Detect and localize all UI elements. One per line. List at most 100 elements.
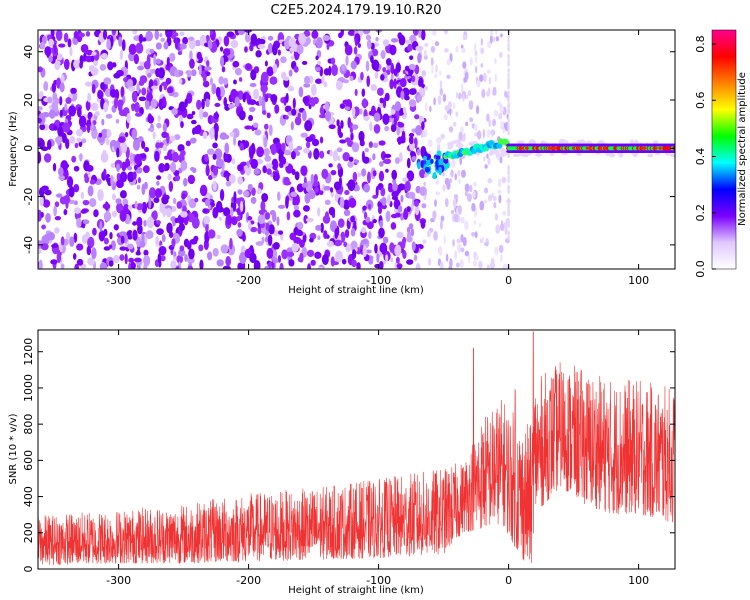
noise-blob: [382, 97, 387, 109]
noise-blob: [38, 209, 43, 222]
noise-blob: [321, 168, 329, 180]
noise-blob: [39, 41, 46, 50]
noise-blob: [85, 31, 91, 37]
noise-blob: [312, 38, 317, 46]
noise-blob: [382, 159, 391, 164]
sparse-blob: [501, 176, 507, 184]
noise-blob: [360, 226, 367, 234]
noise-blob: [191, 69, 197, 77]
sparse-blob: [449, 107, 452, 116]
noise-blob: [237, 189, 243, 195]
noise-blob: [317, 235, 321, 241]
noise-blob: [408, 135, 414, 145]
sparse-blob: [435, 64, 438, 74]
noise-blob: [293, 209, 301, 218]
noise-blob: [233, 79, 237, 85]
sparse-blob: [491, 192, 494, 198]
noise-blob: [332, 150, 339, 162]
noise-blob: [97, 189, 104, 202]
noise-blob: [361, 88, 366, 97]
noise-blob: [358, 130, 365, 142]
noise-blob: [109, 88, 118, 98]
sparse-blob: [500, 253, 503, 263]
sparse-blob: [460, 83, 464, 93]
noise-blob: [154, 30, 160, 40]
noise-blob: [156, 228, 164, 235]
sparse-blob: [450, 209, 455, 215]
noise-blob: [252, 122, 259, 128]
noise-blob: [414, 114, 420, 120]
noise-blob: [264, 94, 269, 103]
noise-blob: [257, 214, 266, 225]
noise-blob: [113, 224, 119, 231]
noise-blob: [131, 103, 135, 112]
noise-blob: [158, 102, 162, 108]
sparse-blob: [462, 34, 468, 41]
noise-blob: [371, 48, 379, 57]
noise-blob: [266, 247, 274, 259]
noise-blob: [50, 259, 58, 265]
noise-blob: [205, 164, 210, 177]
noise-blob: [366, 75, 371, 88]
noise-blob: [134, 201, 138, 209]
noise-blob: [230, 40, 239, 48]
noise-blob: [80, 43, 89, 53]
sparse-blob: [449, 178, 453, 184]
noise-blob: [408, 63, 416, 70]
noise-blob: [180, 149, 186, 157]
noise-blob: [41, 111, 50, 118]
noise-blob: [209, 30, 214, 36]
sparse-blob: [424, 102, 428, 112]
noise-blob: [110, 162, 116, 169]
noise-blob: [403, 209, 409, 220]
noise-blob: [74, 142, 79, 149]
noise-blob: [273, 241, 280, 250]
sparse-blob: [473, 123, 478, 132]
noise-blob: [406, 170, 415, 182]
noise-blob: [350, 215, 356, 223]
sparse-blob: [434, 199, 437, 207]
noise-blob: [232, 60, 240, 68]
noise-blob: [43, 153, 52, 163]
noise-blob: [339, 196, 345, 209]
sparse-blob: [455, 91, 458, 99]
noise-blob: [216, 234, 221, 240]
noise-blob: [100, 152, 109, 163]
noise-blob: [148, 196, 152, 209]
noise-blob: [400, 212, 404, 221]
noise-blob: [71, 155, 77, 163]
snr-frame: [37, 329, 676, 570]
sparse-blob: [492, 86, 497, 96]
sparse-blob: [443, 48, 449, 53]
column-blob: [507, 43, 510, 49]
noise-blob: [387, 184, 394, 193]
noise-blob: [120, 86, 125, 98]
noise-blob: [222, 265, 231, 269]
noise-blob: [415, 45, 424, 52]
sparse-blob: [486, 128, 491, 138]
noise-blob: [41, 185, 49, 192]
column-blob: [507, 189, 510, 195]
noise-blob: [223, 134, 230, 140]
noise-blob: [127, 205, 133, 210]
halo-blob: [653, 140, 659, 144]
noise-blob: [144, 146, 150, 153]
noise-blob: [341, 63, 346, 72]
noise-blob: [389, 44, 397, 56]
noise-blob: [178, 101, 186, 112]
noise-blob: [111, 210, 118, 218]
noise-blob: [368, 141, 374, 149]
noise-blob: [349, 75, 354, 82]
noise-blob: [347, 30, 356, 36]
noise-blob: [330, 187, 334, 193]
noise-blob: [380, 187, 386, 197]
noise-blob: [350, 132, 354, 141]
sparse-blob: [469, 117, 474, 123]
noise-blob: [391, 169, 398, 180]
column-blob: [507, 46, 510, 52]
noise-blob: [132, 139, 141, 151]
noise-blob: [186, 113, 194, 120]
noise-blob: [38, 66, 43, 73]
sparse-blob: [500, 33, 503, 38]
